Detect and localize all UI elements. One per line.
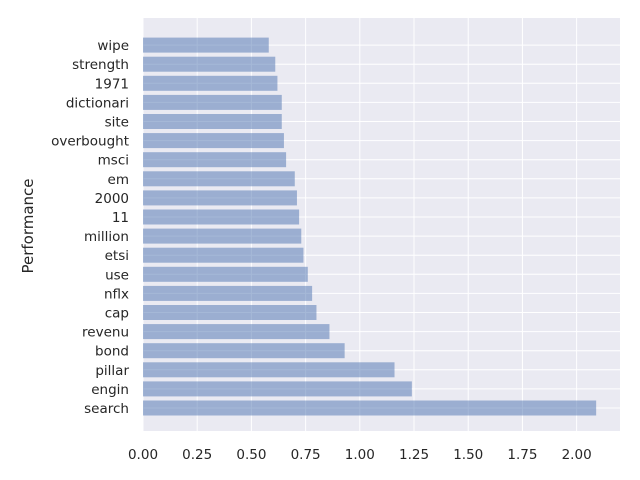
x-tick-label: 2.00 <box>562 447 592 463</box>
y-axis-label: Performance <box>19 178 37 273</box>
y-tick-label: wipe <box>97 38 129 54</box>
y-tick-labels: search engin pillar bond revenu cap nflx use ets… <box>51 38 129 417</box>
bars <box>143 37 597 416</box>
x-tick-labels: 0.00 0.25 0.50 0.75 1.00 1.25 1.50 1.75 2.00 <box>128 447 592 463</box>
y-tick-label: revenu <box>82 325 129 341</box>
y-tick-label: em <box>108 172 129 188</box>
y-tick-label: 11 <box>112 210 129 226</box>
y-tick-label: overbought <box>51 134 129 150</box>
x-tick-label: 1.50 <box>453 447 483 463</box>
x-tick-label: 0.50 <box>236 447 266 463</box>
y-tick-label: 1971 <box>95 76 129 92</box>
bar-site <box>143 114 282 129</box>
bar-use <box>143 266 308 282</box>
bar-revenu <box>143 324 330 340</box>
bar-etsi <box>143 247 304 263</box>
x-tick-label: 0.25 <box>182 447 212 463</box>
y-tick-label: strength <box>72 57 129 73</box>
y-tick-label: million <box>84 229 129 245</box>
y-tick-label: engin <box>91 382 129 398</box>
bar-msci <box>143 152 287 168</box>
bar-1971 <box>143 75 278 91</box>
bar-strength <box>143 56 276 72</box>
y-tick-label: nflx <box>104 286 129 302</box>
y-tick-label: etsi <box>105 248 129 264</box>
y-tick-label: search <box>84 401 129 417</box>
y-tick-label: pillar <box>95 363 129 379</box>
x-tick-label: 1.75 <box>507 447 537 463</box>
y-tick-label: dictionari <box>66 95 129 111</box>
bar-cap <box>143 305 317 320</box>
bar-dictionari <box>143 94 282 110</box>
y-tick-label: bond <box>95 344 129 360</box>
bar-overbought <box>143 133 284 149</box>
x-tick-label: 0.75 <box>291 447 321 463</box>
y-tick-label: msci <box>98 153 129 169</box>
bar-em <box>143 171 295 187</box>
bar-2000 <box>143 190 297 206</box>
x-tick-label: 1.25 <box>399 447 429 463</box>
y-tick-label: site <box>105 115 129 131</box>
bar-nflx <box>143 285 313 301</box>
bar-11 <box>143 209 300 225</box>
bar-wipe <box>143 37 269 53</box>
x-tick-label: 0.00 <box>128 447 158 463</box>
y-tick-label: 2000 <box>95 191 129 207</box>
bar-bond <box>143 343 345 359</box>
y-tick-label: cap <box>105 306 129 322</box>
bar-search <box>143 400 597 416</box>
x-tick-label: 1.00 <box>345 447 375 463</box>
bar-engin <box>143 381 412 397</box>
bar-pillar <box>143 362 395 378</box>
y-tick-label: use <box>105 267 129 283</box>
bar-million <box>143 228 302 244</box>
